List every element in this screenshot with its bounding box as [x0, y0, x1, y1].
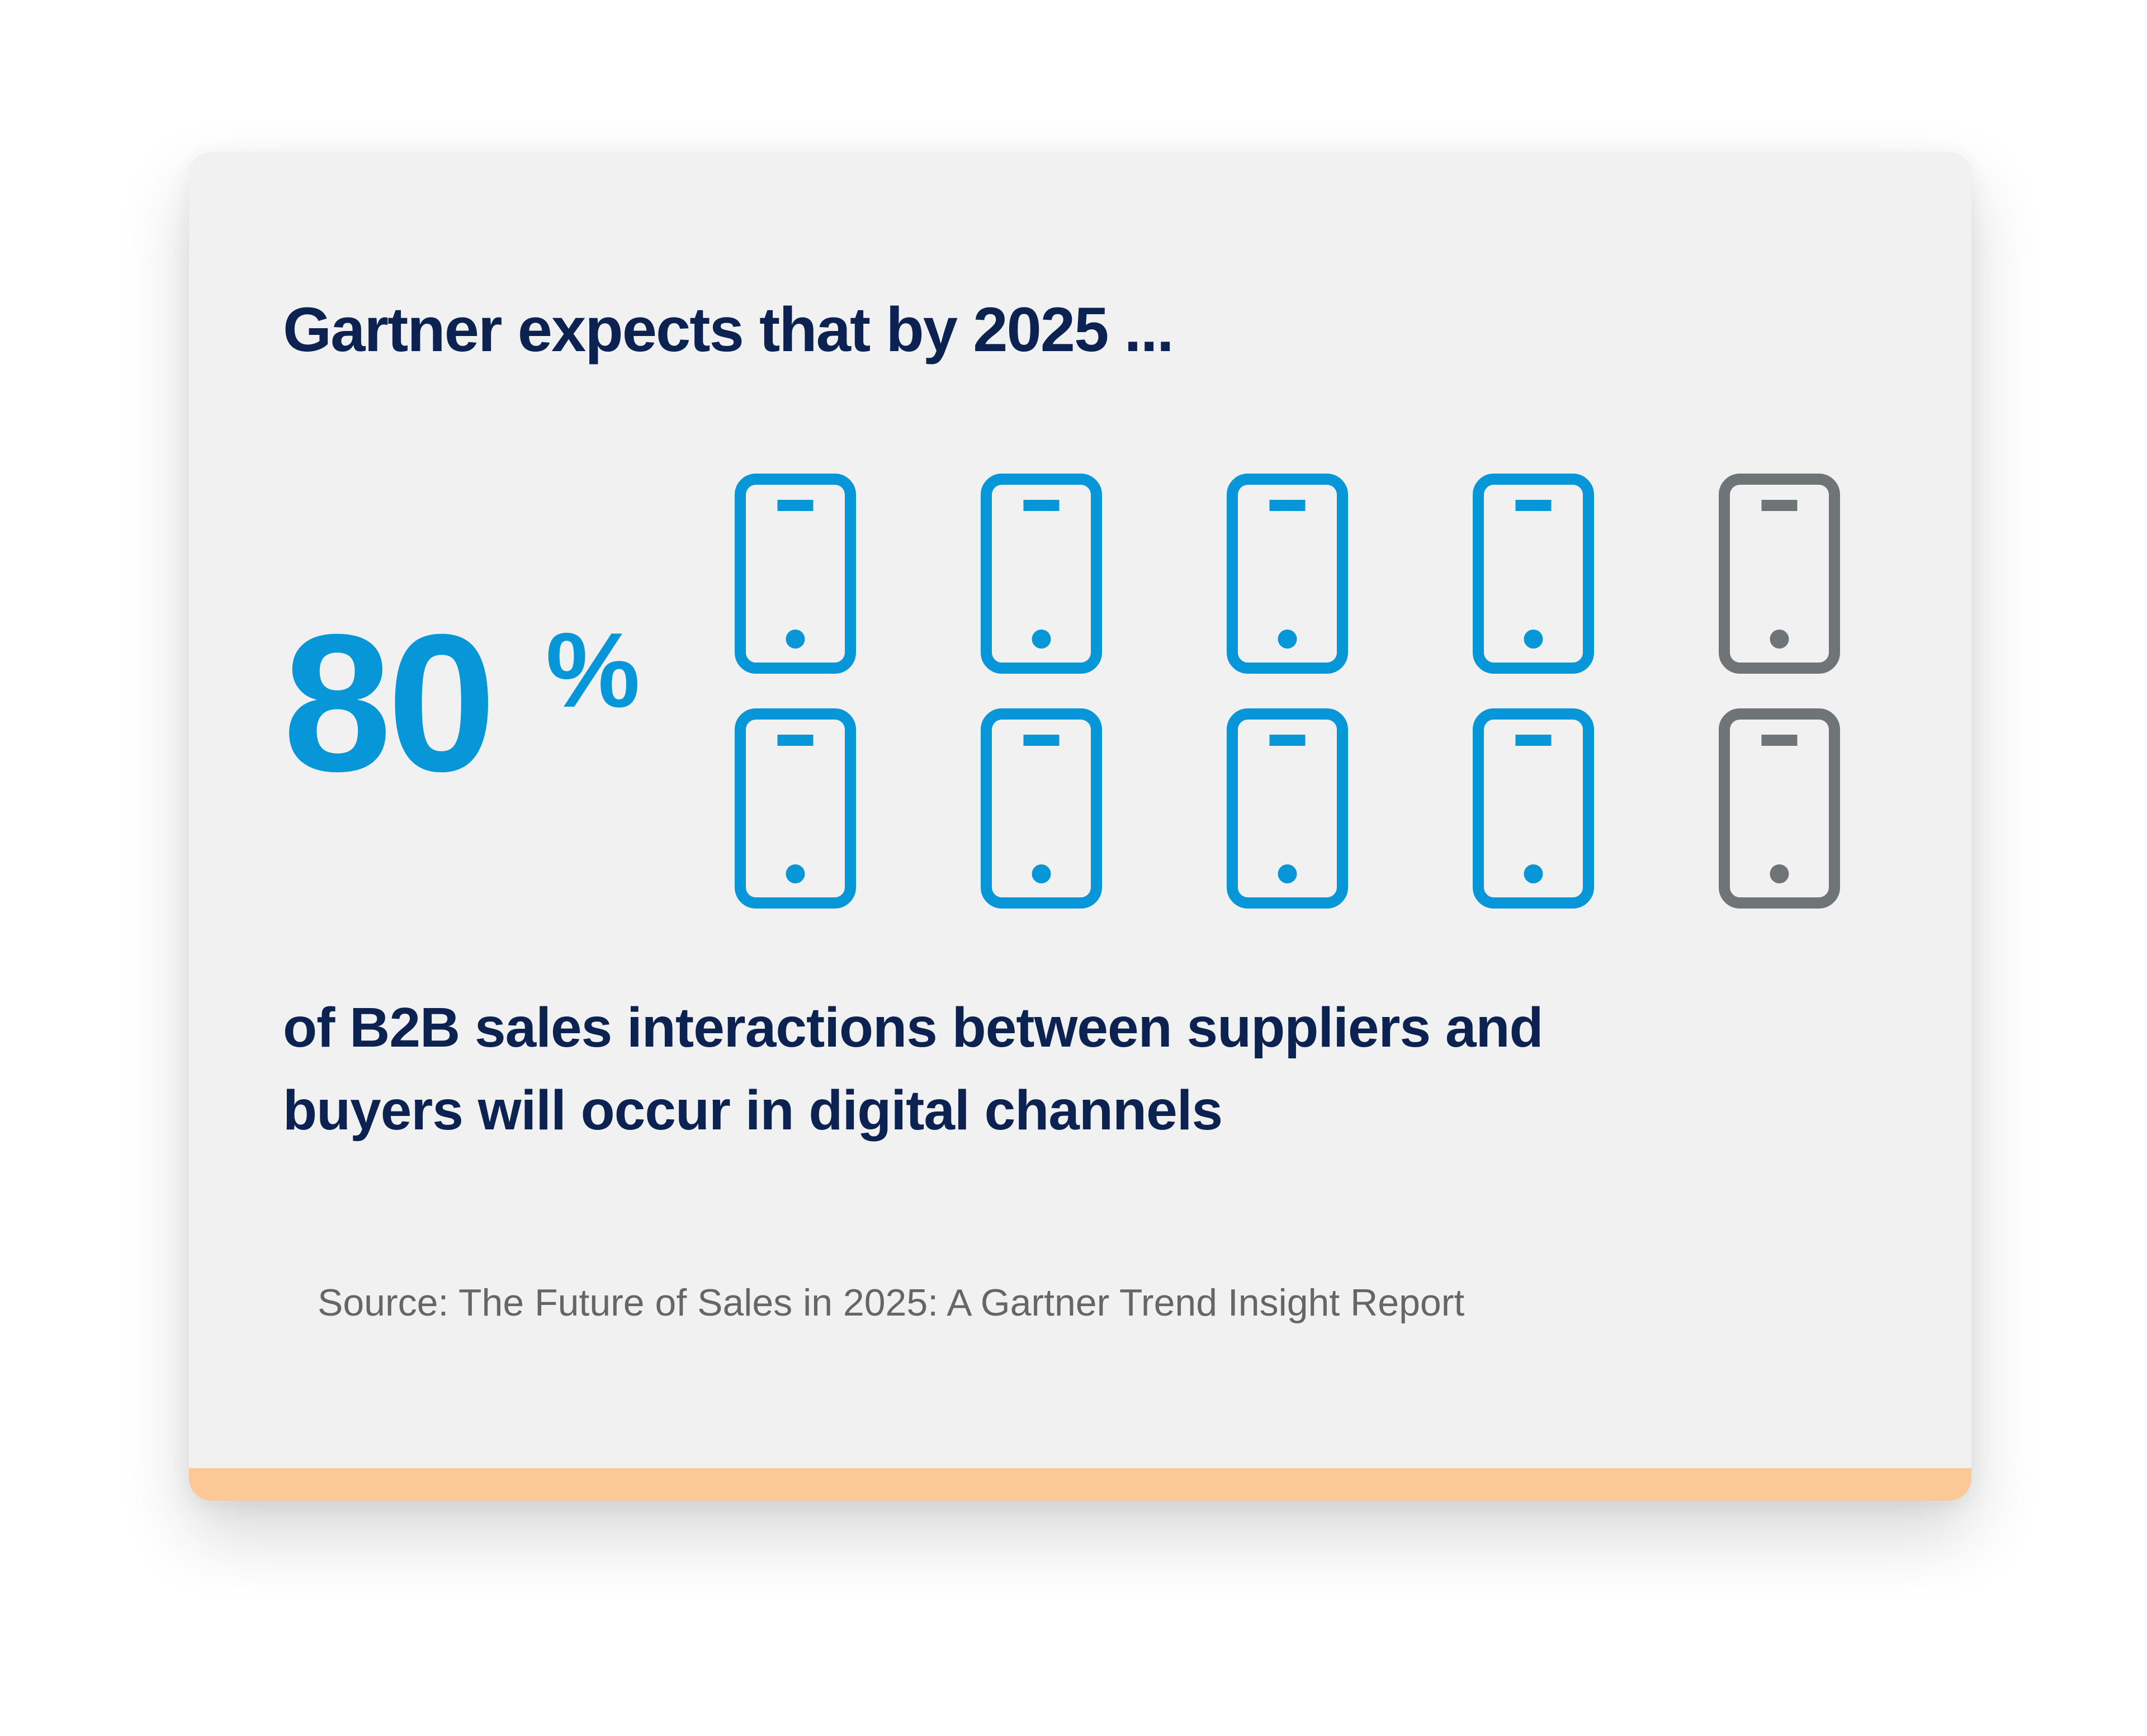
phone-icon [1227, 474, 1348, 674]
phone-speaker [777, 735, 814, 746]
phone-button [1278, 630, 1297, 649]
phone-speaker [1269, 500, 1306, 511]
phone-body [735, 708, 856, 909]
stat-value: 80 [283, 594, 491, 812]
phone-body [1473, 474, 1594, 674]
phone-button [1770, 864, 1789, 883]
phone-button [1524, 630, 1543, 649]
phone-button [786, 864, 805, 883]
phone-button [1032, 630, 1051, 649]
phone-icon [1227, 708, 1348, 909]
description-line: buyers will occur in digital channels [283, 1079, 1222, 1142]
phone-button [1770, 630, 1789, 649]
stat-unit: % [546, 611, 640, 730]
phone-body [1473, 708, 1594, 909]
phone-speaker [1023, 500, 1060, 511]
phone-icon [1473, 708, 1594, 909]
source: Source: The Future of Sales in 2025: A G… [318, 1281, 1464, 1324]
phone-icon [981, 474, 1102, 674]
phone-button [1278, 864, 1297, 883]
phone-button [1032, 864, 1051, 883]
description-line: of B2B sales interactions between suppli… [283, 996, 1543, 1059]
phone-icon [735, 474, 856, 674]
phone-speaker [1761, 735, 1798, 746]
phone-body [1227, 708, 1348, 909]
phone-speaker [777, 500, 814, 511]
phone-speaker [1269, 735, 1306, 746]
phone-body [981, 474, 1102, 674]
phone-body [981, 708, 1102, 909]
headline: Gartner expects that by 2025 ... [283, 295, 1173, 365]
phone-body [735, 474, 856, 674]
phone-speaker [1515, 735, 1552, 746]
phone-body [1719, 708, 1840, 909]
phone-icon [1473, 474, 1594, 674]
phone-icon [1719, 708, 1840, 909]
phone-button [1524, 864, 1543, 883]
phone-speaker [1023, 735, 1060, 746]
phone-body [1719, 474, 1840, 674]
phone-icon [1719, 474, 1840, 674]
phone-icon [735, 708, 856, 909]
phone-speaker [1515, 500, 1552, 511]
accent-bar [189, 1468, 1971, 1501]
card [189, 152, 1971, 1501]
phone-icons [735, 474, 1840, 909]
phone-body [1227, 474, 1348, 674]
phone-speaker [1761, 500, 1798, 511]
phone-icon [981, 708, 1102, 909]
phone-button [786, 630, 805, 649]
